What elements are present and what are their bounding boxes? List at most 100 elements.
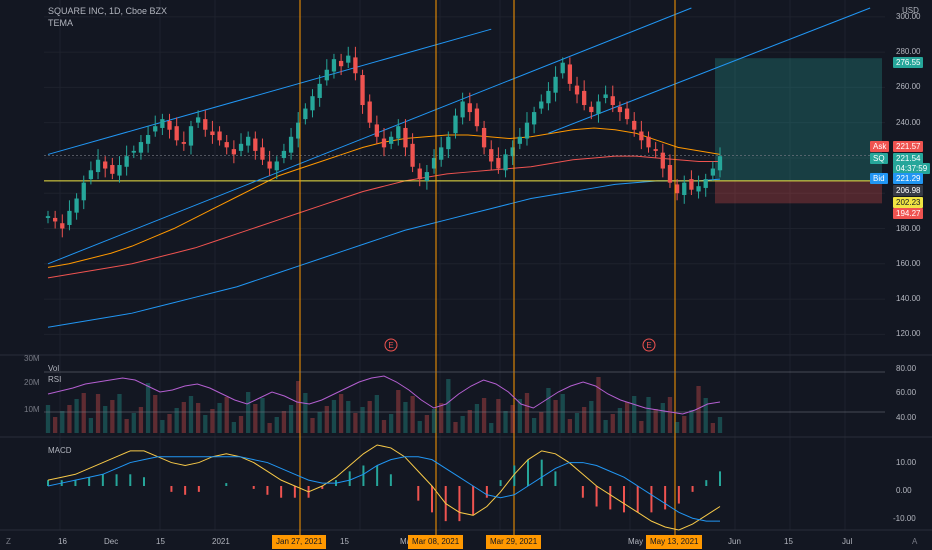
- volume-bar: [517, 399, 522, 433]
- date-tag-jan27: Jan 27, 2021: [272, 535, 327, 549]
- price-tick-label: 240.00: [896, 117, 921, 127]
- volume-bar: [274, 417, 279, 433]
- date-tag-may13: May 13, 2021: [646, 535, 703, 549]
- candle-body: [674, 184, 680, 194]
- candle-body: [446, 136, 451, 150]
- moving-average-line: [47, 155, 720, 279]
- candle-body: [431, 157, 437, 169]
- candle-body: [381, 138, 387, 148]
- time-tick-label: Dec: [104, 537, 119, 546]
- candle-body: [389, 136, 394, 144]
- macd-lines: [47, 444, 721, 531]
- date-tag-mar29: Mar 29, 2021: [486, 535, 542, 549]
- volume-bar: [288, 405, 294, 433]
- candle-body: [539, 101, 544, 109]
- candle-body: [131, 150, 136, 153]
- volume-bar: [174, 408, 179, 433]
- volume-bar: [167, 414, 172, 433]
- candle-body: [60, 223, 65, 229]
- rsi-line: [44, 371, 885, 415]
- earnings-marker-label: E: [646, 341, 651, 350]
- candle-body: [281, 150, 287, 158]
- volume-bar: [203, 415, 208, 433]
- vol-tick: 20M: [24, 378, 40, 387]
- channel-lines[interactable]: [47, 7, 871, 265]
- time-tick-label: Jul: [842, 537, 853, 546]
- price-tick-label: 300.00: [896, 11, 921, 21]
- candle-body: [517, 136, 522, 144]
- candle-body: [424, 172, 430, 181]
- volume-bar: [181, 402, 186, 433]
- vol-label: Vol: [48, 364, 60, 373]
- signal-line: [47, 456, 720, 522]
- trade-position-box[interactable]: [715, 58, 882, 204]
- candle-body: [210, 131, 215, 136]
- volume-bar: [296, 381, 301, 433]
- stop-price-tag: 194.27: [893, 208, 924, 219]
- volume-bar: [567, 419, 573, 433]
- candle-body: [246, 136, 251, 146]
- volume-bar: [696, 386, 701, 433]
- currency-label: USD: [902, 6, 919, 15]
- volume-bar: [474, 404, 480, 433]
- volume-bar: [231, 422, 237, 433]
- volume-bar: [381, 420, 387, 433]
- volume-bars: [45, 377, 723, 433]
- candle-body: [689, 179, 694, 190]
- candle-body: [67, 210, 72, 225]
- candle-body: [117, 165, 122, 176]
- candle-body: [217, 131, 222, 141]
- volume-bar: [682, 416, 687, 433]
- candle-body: [503, 154, 508, 171]
- candle-body: [696, 186, 701, 192]
- vol-tick: 10M: [24, 405, 40, 414]
- price-tick-label: 180.00: [896, 223, 921, 233]
- candle-body: [596, 101, 601, 114]
- candle-body: [188, 126, 194, 146]
- auto-scale-button[interactable]: A: [912, 537, 918, 546]
- candle-body: [181, 142, 186, 144]
- candle-body: [317, 83, 322, 98]
- symbol-title: SQUARE INC, 1D, Cboe BZX: [48, 6, 168, 16]
- candle-body: [582, 90, 587, 106]
- candle-body: [310, 96, 315, 111]
- volume-bar: [360, 407, 365, 433]
- candle-body: [338, 60, 344, 67]
- zoom-corner-button[interactable]: Z: [6, 537, 11, 546]
- earnings-marker-label: E: [388, 341, 393, 350]
- volume-bar: [624, 402, 630, 433]
- price-tick-label: 160.00: [896, 258, 921, 268]
- volume-bar: [74, 399, 79, 433]
- candle-body: [274, 161, 279, 171]
- volume-bar: [467, 410, 472, 433]
- time-tick-label: 15: [784, 537, 793, 546]
- candle-body: [632, 120, 637, 130]
- candle-body: [267, 161, 272, 169]
- candle-body: [546, 90, 551, 104]
- time-tick-label: 2021: [212, 537, 230, 546]
- candle-body: [253, 138, 258, 151]
- rsi-tick: 40.00: [896, 413, 917, 422]
- vertical-date-lines[interactable]: [299, 0, 676, 535]
- volume-bar: [553, 400, 558, 433]
- volume-bar: [374, 395, 379, 433]
- volume-bar: [310, 418, 315, 433]
- volume-bar: [539, 412, 544, 433]
- candle-body: [53, 217, 58, 222]
- volume-bar: [503, 411, 508, 433]
- volume-bar: [117, 394, 122, 433]
- rsi-line: [47, 375, 721, 415]
- time-tick-label: 15: [340, 537, 349, 546]
- volume-bar: [674, 422, 680, 433]
- volume-bar: [160, 420, 165, 433]
- macd-line: [47, 444, 721, 531]
- volume-bar: [138, 407, 144, 433]
- volume-bar: [88, 418, 94, 433]
- channel-upper-line-2: [548, 7, 871, 134]
- volume-bar: [267, 423, 272, 433]
- volume-bar: [710, 423, 715, 433]
- candle-body: [417, 168, 422, 180]
